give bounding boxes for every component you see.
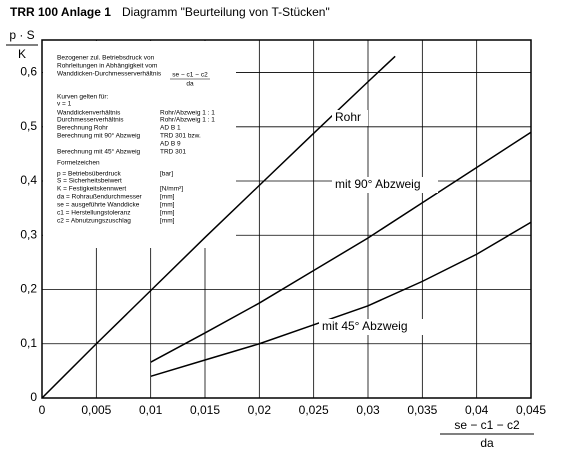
chart-subtitle: Diagramm "Beurteilung von T-Stücken" (122, 5, 330, 19)
plot-frame (41, 39, 532, 399)
notes-box (43, 41, 236, 248)
y-tick-label: 0,5 (20, 119, 37, 133)
series-label: Rohr (335, 110, 361, 124)
note-text: p = Betriebsüberdruck (57, 171, 122, 178)
note-text: [bar] (160, 171, 173, 178)
note-text: da = Rohraußendurchmesser (57, 194, 143, 201)
y-tick-label: 0,1 (20, 336, 37, 350)
y-label-num: p · S (9, 28, 34, 42)
note-text: AD B 9 (160, 141, 181, 148)
x-tick-label: 0,025 (299, 403, 329, 417)
note-text: [N/mm²] (160, 186, 183, 193)
note-text: v = 1 (57, 101, 72, 108)
series-line (41, 55, 396, 399)
y-tick-label: 0 (30, 390, 37, 404)
y-tick-label: 0,2 (20, 282, 37, 296)
note-text: Rohr/Abzweig 1 : 1 (160, 110, 215, 117)
x-tick-label: 0,035 (407, 403, 437, 417)
note-text: Berechnung mit 45° Abzweig (57, 148, 141, 156)
note-text: [mm] (160, 194, 175, 201)
note-formula-den: da (186, 81, 194, 88)
y-label-den: K (18, 47, 26, 61)
x-tick-label: 0,01 (139, 403, 163, 417)
note-text: [mm] (160, 218, 175, 225)
x-tick-label: 0,015 (190, 403, 220, 417)
x-tick-label: 0,045 (516, 403, 546, 417)
note-text: TRD 301 bzw. (160, 133, 201, 140)
series-label: mit 90° Abzweig (335, 177, 421, 191)
note-text: Berechnung Rohr (57, 125, 109, 132)
series-label: mit 45° Abzweig (322, 319, 408, 333)
series-label-bg (319, 319, 425, 335)
note-text: Berechnung mit 90° Abzweig (57, 132, 141, 140)
x-label-den: da (480, 436, 494, 450)
series-label-bg (332, 177, 438, 193)
series-line (150, 131, 532, 363)
series-label-bg (332, 110, 368, 126)
series-line (150, 221, 532, 378)
x-tick-label: 0,02 (248, 403, 272, 417)
note-text: Durchmesserverhältnis (57, 117, 124, 124)
note-text: Kurven gelten für: (57, 94, 109, 101)
note-text: Rohr/Abzweig 1 : 1 (160, 117, 215, 124)
chart-title: TRR 100 Anlage 1 (10, 5, 111, 19)
x-tick-label: 0,04 (465, 403, 489, 417)
note-text: S = Sicherheitsbeiwert (57, 178, 122, 185)
note-text: [mm] (160, 210, 175, 217)
x-tick-label: 0,03 (356, 403, 380, 417)
note-text: c1 = Herstellungstoleranz (57, 210, 131, 217)
x-label-num: se − c1 − c2 (454, 418, 520, 432)
note-text: Wanddickenverhältnis (57, 110, 121, 117)
note-text: K = Festigkeitskennwert (57, 186, 126, 193)
note-text: Bezogener zul. Betriebsdruck von (57, 55, 155, 62)
note-text: [mm] (160, 202, 175, 209)
note-text: Wanddicken-Durchmesserverhältnis (57, 71, 162, 78)
note-text: AD B 1 (160, 125, 181, 132)
note-text: c2 = Abnutzungszuschlag (57, 218, 131, 225)
note-formula-num: se − c1 − c2 (172, 72, 208, 79)
note-text: Formelzeichen (57, 160, 100, 167)
note-text: TRD 301 (160, 149, 186, 156)
note-text: Rohrleitungen in Abhängigkeit vom (57, 63, 157, 70)
y-tick-label: 0,6 (20, 65, 37, 79)
x-tick-label: 0 (39, 403, 46, 417)
y-tick-label: 0,3 (20, 227, 37, 241)
note-text: se = ausgeführte Wanddicke (57, 202, 140, 209)
x-tick-label: 0,005 (81, 403, 111, 417)
y-tick-label: 0,4 (20, 173, 37, 187)
